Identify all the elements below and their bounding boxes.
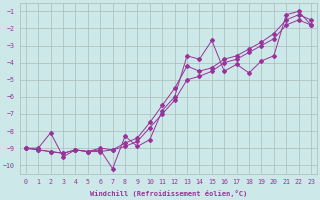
X-axis label: Windchill (Refroidissement éolien,°C): Windchill (Refroidissement éolien,°C) [90, 190, 247, 197]
